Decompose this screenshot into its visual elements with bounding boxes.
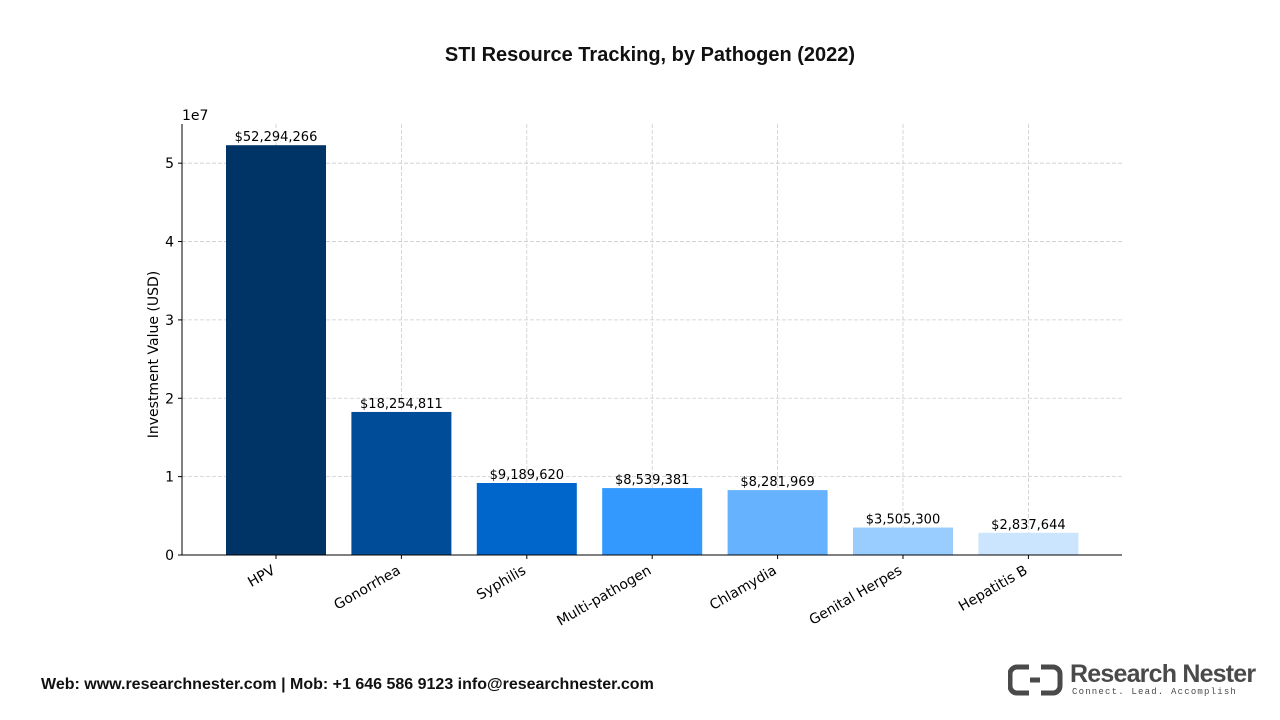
bar-value-label: $8,281,969 <box>740 475 814 490</box>
footer-contact: Web: www.researchnester.com | Mob: +1 64… <box>41 676 654 693</box>
x-tick-label: Hepatitis B <box>956 563 1030 615</box>
x-tick-label: Multi-pathogen <box>554 563 654 630</box>
y-tick-label: 2 <box>165 391 174 407</box>
axes <box>178 124 1122 559</box>
bar-value-label: $52,294,266 <box>235 130 318 145</box>
brand-tagline: Connect. Lead. Accomplish <box>1072 687 1238 697</box>
y-tick-label: 5 <box>165 156 174 172</box>
y-tick-label: 1 <box>165 470 174 486</box>
bar <box>978 532 1079 555</box>
x-tick-label: Syphilis <box>474 563 529 604</box>
research-nester-logo-icon <box>1008 664 1063 696</box>
bar <box>351 411 452 555</box>
bar-value-label: $18,254,811 <box>360 397 443 412</box>
brand-logo: Research Nester Connect. Lead. Accomplis… <box>1008 660 1256 698</box>
y-tick-label: 3 <box>165 313 174 329</box>
bar <box>226 145 326 555</box>
y-tick-label: 0 <box>165 548 174 564</box>
y-axis-title: Investment Value (USD) <box>146 271 162 438</box>
bar <box>853 527 953 555</box>
bar <box>476 482 577 555</box>
y-tick-label: 4 <box>165 235 174 251</box>
x-tick-label: Genital Herpes <box>807 563 905 629</box>
chart-title: STI Resource Tracking, by Pathogen (2022… <box>444 44 856 66</box>
x-tick-label: HPV <box>245 562 278 590</box>
bars <box>226 145 1079 555</box>
bar-value-label: $2,837,644 <box>991 518 1065 533</box>
brand-name: Research Nester <box>1070 660 1256 688</box>
bar <box>727 490 828 555</box>
x-tick-label: Gonorrhea <box>331 563 403 614</box>
bar-value-label: $3,505,300 <box>866 513 940 528</box>
x-tick-label: Chlamydia <box>707 563 779 614</box>
bar <box>602 488 703 555</box>
bar-value-label: $9,189,620 <box>490 468 564 483</box>
y-scale-label: 1e7 <box>182 108 208 124</box>
bar-value-label: $8,539,381 <box>615 473 689 488</box>
